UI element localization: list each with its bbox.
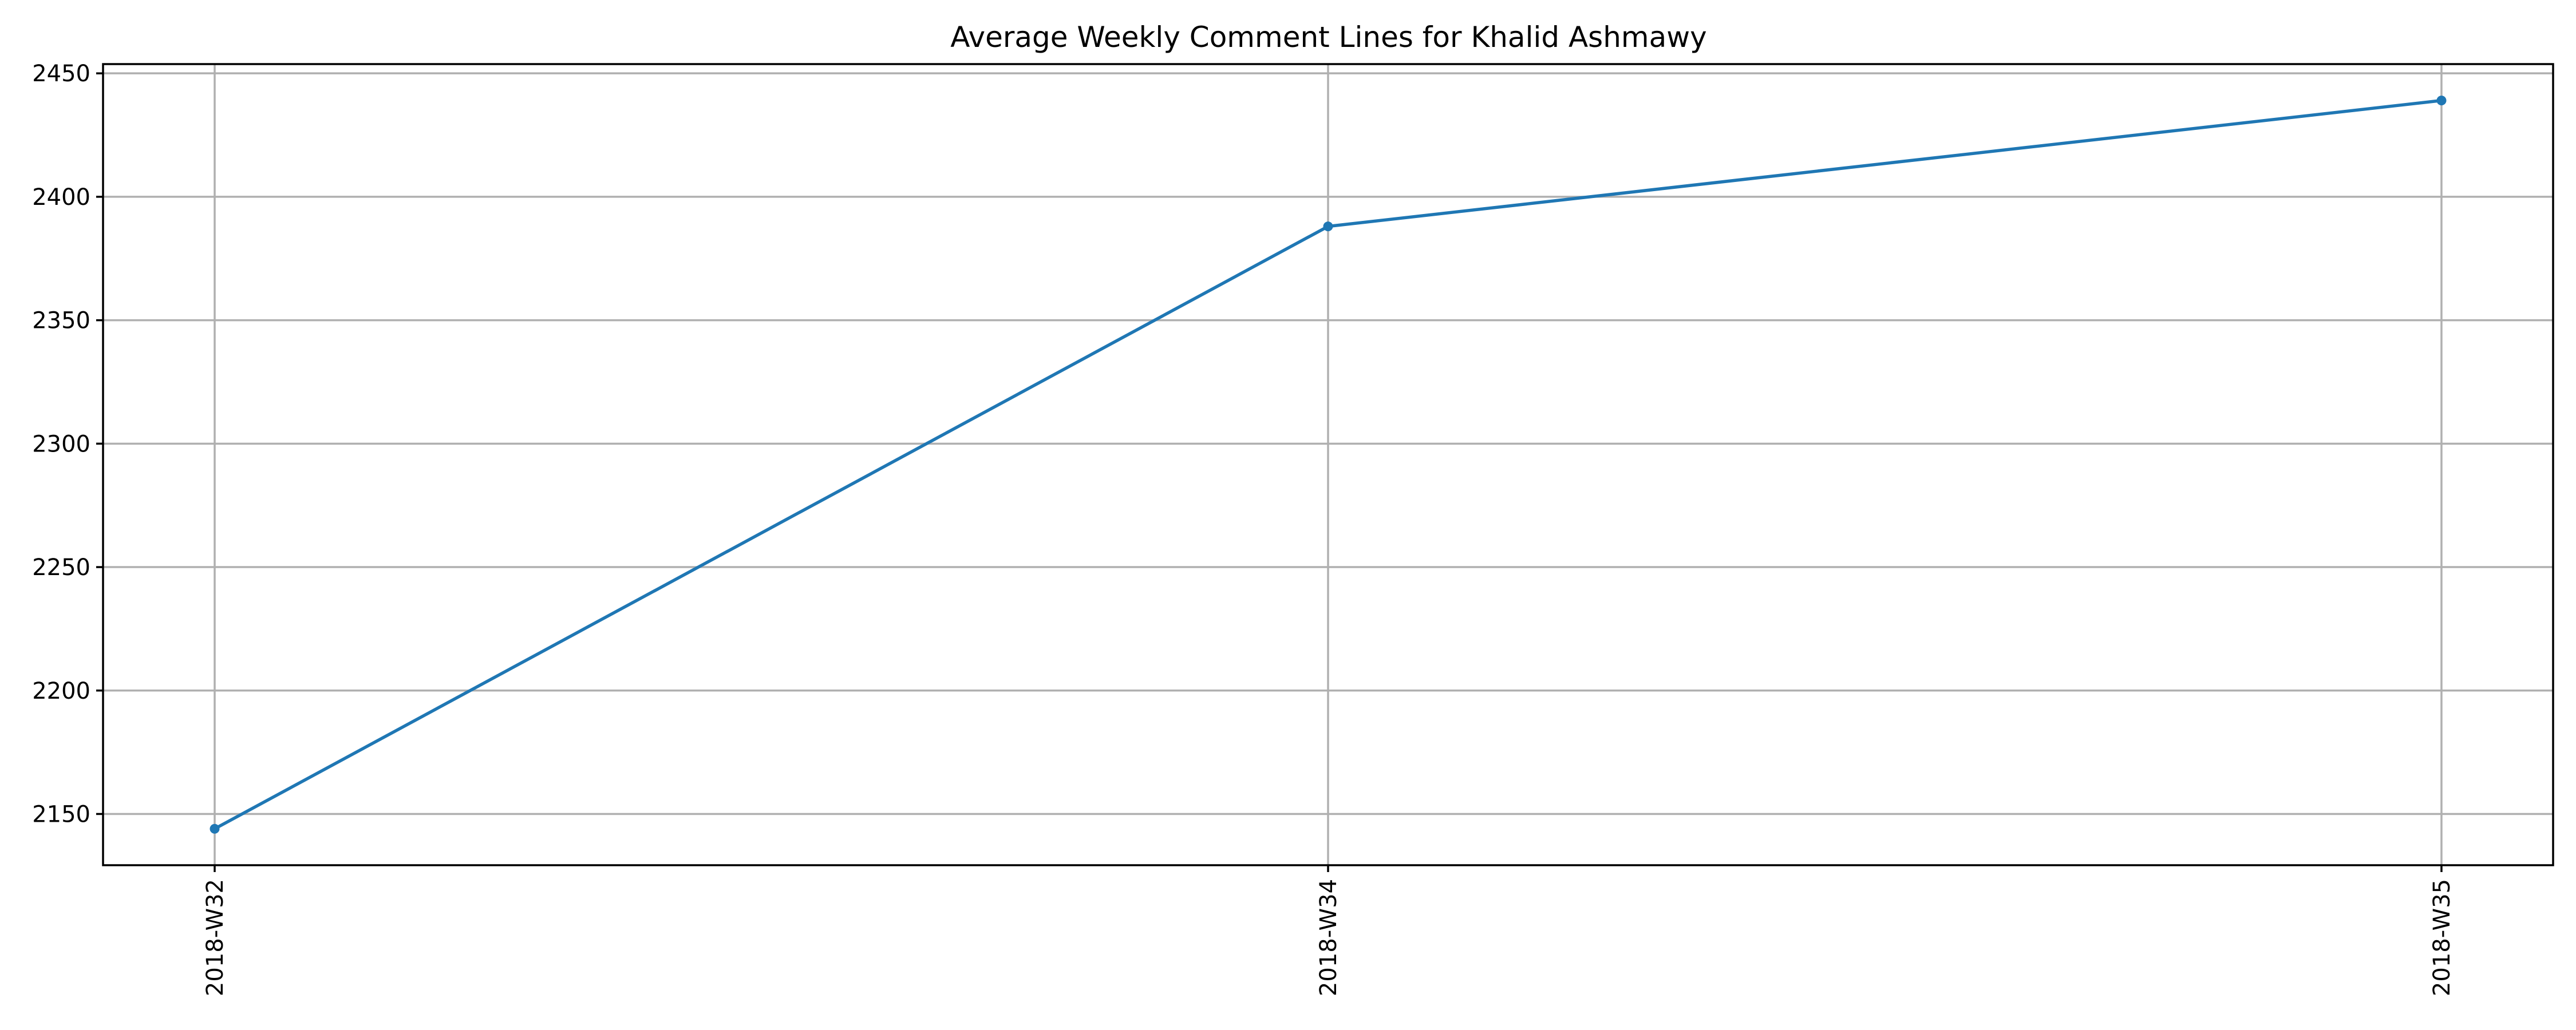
chart-title: Average Weekly Comment Lines for Khalid … <box>950 21 1707 54</box>
y-tick-label: 2400 <box>32 184 90 211</box>
data-point <box>1323 221 1333 232</box>
data-point <box>210 823 220 834</box>
x-tick-label: 2018-W35 <box>2429 879 2455 996</box>
y-tick-label: 2150 <box>32 801 90 827</box>
tick-layer: 2150 2200 2250 2300 2350 2400 2450 2018-W32 2018… <box>32 61 2455 996</box>
grid-layer <box>103 64 2553 865</box>
y-tick-label: 2350 <box>32 308 90 334</box>
x-tick-label: 2018-W34 <box>1315 879 1342 996</box>
series-layer <box>210 96 2447 834</box>
y-tick-label: 2300 <box>32 431 90 457</box>
x-tick-label: 2018-W32 <box>202 879 228 996</box>
y-tick-label: 2250 <box>32 554 90 581</box>
y-tick-label: 2450 <box>32 61 90 87</box>
y-tick-label: 2200 <box>32 678 90 704</box>
data-point <box>2436 96 2447 106</box>
